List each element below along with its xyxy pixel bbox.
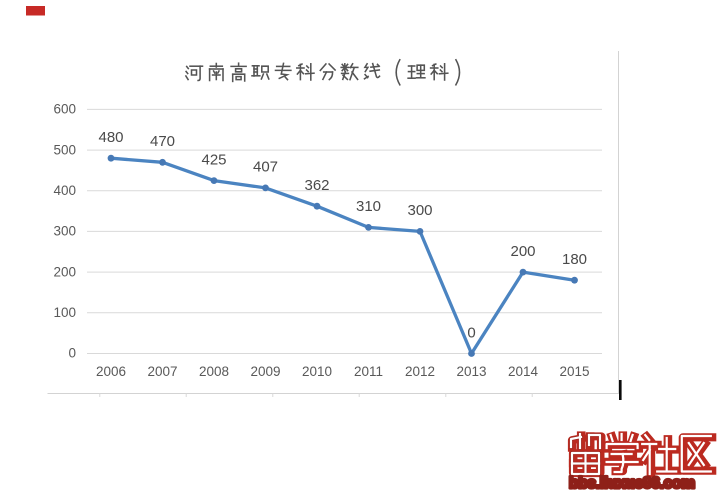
svg-text:2006: 2006 [96, 364, 126, 379]
svg-text:310: 310 [356, 198, 381, 215]
svg-text:bbs.liuxue86.com: bbs.liuxue86.com [569, 475, 695, 492]
svg-text:2011: 2011 [354, 364, 383, 379]
svg-text:500: 500 [53, 142, 76, 157]
svg-text:425: 425 [201, 151, 226, 168]
svg-text:2008: 2008 [199, 364, 229, 379]
svg-text:100: 100 [53, 305, 76, 320]
svg-text:600: 600 [53, 102, 76, 117]
svg-text:300: 300 [407, 202, 432, 219]
svg-text:2012: 2012 [405, 364, 435, 379]
svg-text:400: 400 [53, 183, 76, 198]
svg-text:2015: 2015 [559, 364, 589, 379]
svg-text:2013: 2013 [456, 364, 486, 379]
svg-text:200: 200 [53, 264, 76, 279]
svg-text:2007: 2007 [147, 364, 177, 379]
svg-text:480: 480 [98, 129, 123, 146]
svg-text:2010: 2010 [302, 364, 332, 379]
svg-text:407: 407 [253, 159, 278, 176]
svg-text:2014: 2014 [508, 364, 539, 379]
svg-text:362: 362 [304, 177, 329, 194]
svg-text:0: 0 [68, 346, 76, 361]
svg-text:200: 200 [510, 243, 535, 260]
svg-text:300: 300 [53, 224, 76, 239]
svg-text:470: 470 [150, 133, 175, 150]
svg-text:180: 180 [562, 251, 587, 268]
svg-text:0: 0 [467, 324, 475, 341]
svg-text:2009: 2009 [250, 364, 280, 379]
